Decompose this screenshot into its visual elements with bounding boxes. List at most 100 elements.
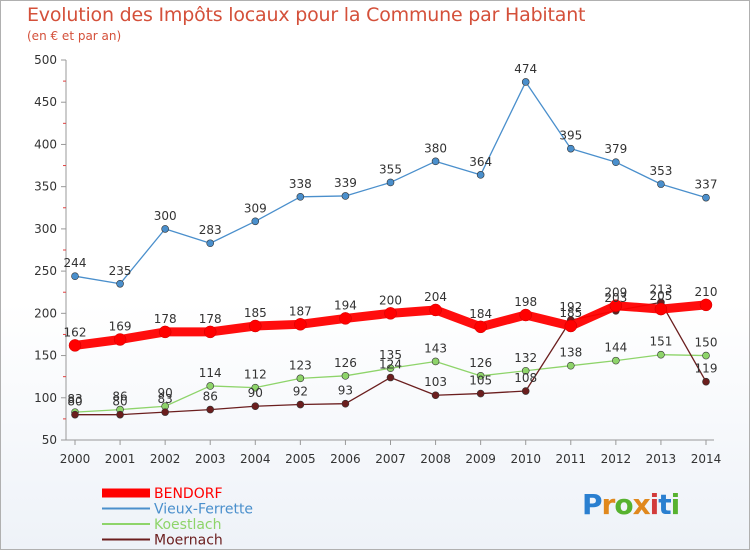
data-point <box>702 351 710 360</box>
x-tick-label: 2001 <box>105 452 136 466</box>
x-tick-label: 2002 <box>150 452 181 466</box>
data-point <box>339 312 352 325</box>
data-label: 198 <box>514 295 537 309</box>
data-label: 178 <box>199 312 222 326</box>
logo-letter: i <box>670 488 681 521</box>
y-tick-label: 300 <box>34 222 57 236</box>
x-tick-label: 2000 <box>60 452 91 466</box>
x-tick-label: 2005 <box>285 452 316 466</box>
data-point <box>71 272 79 280</box>
x-tick-label: 2008 <box>420 452 451 466</box>
data-label: 80 <box>67 395 82 409</box>
data-label: 244 <box>64 256 87 270</box>
data-point <box>296 193 305 201</box>
data-label: 112 <box>244 368 267 382</box>
data-label: 185 <box>559 306 582 320</box>
y-tick-label: 150 <box>34 349 57 363</box>
data-label: 119 <box>695 362 718 376</box>
legend-label: BENDORF <box>154 486 223 502</box>
data-point <box>476 389 485 398</box>
data-label: 150 <box>695 336 718 350</box>
data-label: 126 <box>469 356 492 370</box>
data-label: 90 <box>158 386 173 400</box>
legend-label: Vieux-Ferrette <box>154 502 253 518</box>
data-point <box>431 357 440 366</box>
data-label: 203 <box>604 291 627 305</box>
data-point <box>113 333 127 346</box>
data-label: 300 <box>154 209 177 223</box>
data-label: 379 <box>604 142 627 156</box>
data-point <box>71 410 79 419</box>
data-label: 169 <box>109 320 132 334</box>
data-point <box>612 356 620 365</box>
data-label: 380 <box>424 141 447 155</box>
x-tick-label: 2013 <box>646 452 677 466</box>
data-label: 194 <box>334 298 357 312</box>
data-point <box>657 180 665 188</box>
data-point <box>474 320 487 334</box>
y-tick-label: 250 <box>34 264 57 278</box>
data-point <box>161 408 169 416</box>
chart-subtitle: (en € et par an) <box>27 29 122 43</box>
logo-letter: t <box>658 488 671 521</box>
data-label: 103 <box>424 375 447 389</box>
data-label: 209 <box>604 286 627 300</box>
logo-letter: r <box>601 488 616 521</box>
x-tick-label: 2004 <box>240 452 271 466</box>
y-tick-label: 50 <box>42 433 57 447</box>
data-point <box>519 308 532 322</box>
data-point <box>384 307 397 320</box>
data-point <box>251 383 260 392</box>
data-point <box>203 325 217 339</box>
data-point <box>521 366 530 375</box>
data-label: 132 <box>514 351 537 365</box>
data-label: 337 <box>695 178 718 192</box>
data-point <box>249 319 262 333</box>
data-label: 353 <box>649 164 672 178</box>
data-point <box>116 279 124 288</box>
data-label: 162 <box>64 325 87 339</box>
data-label: 83 <box>158 392 173 406</box>
data-point <box>206 382 215 390</box>
data-point <box>251 402 260 411</box>
data-label: 474 <box>514 62 537 76</box>
data-point <box>296 374 305 383</box>
legend-label: Moernach <box>154 533 223 549</box>
data-label: 93 <box>338 384 353 398</box>
data-point <box>612 158 620 166</box>
data-label: 114 <box>199 366 222 380</box>
data-label: 339 <box>334 176 357 190</box>
data-point <box>476 372 485 380</box>
data-label: 92 <box>293 385 308 399</box>
y-tick-label: 400 <box>34 137 57 151</box>
data-label: 90 <box>248 386 263 400</box>
data-label: 283 <box>199 223 222 237</box>
data-label: 124 <box>379 358 402 372</box>
data-point <box>521 78 530 86</box>
data-point <box>657 350 665 359</box>
data-label: 83 <box>67 392 82 406</box>
data-label: 123 <box>289 358 312 372</box>
y-tick-label: 450 <box>34 95 57 109</box>
data-label: 192 <box>559 300 582 314</box>
data-point <box>341 192 350 200</box>
x-tick-label: 2010 <box>510 452 541 466</box>
data-point <box>386 373 395 382</box>
data-label: 235 <box>109 264 132 278</box>
legend-label: Koestlach <box>154 517 221 533</box>
data-label: 338 <box>289 177 312 191</box>
y-tick-label: 200 <box>34 306 57 320</box>
data-point <box>654 302 668 316</box>
data-label: 126 <box>334 356 357 370</box>
data-label: 105 <box>469 374 492 388</box>
data-label: 138 <box>559 346 582 360</box>
data-point <box>431 157 440 166</box>
x-tick-label: 2011 <box>556 452 587 466</box>
x-tick-label: 2009 <box>465 452 496 466</box>
x-tick-label: 2006 <box>330 452 361 466</box>
data-point <box>429 303 442 317</box>
data-point <box>341 399 350 408</box>
x-tick-label: 2003 <box>195 452 226 466</box>
data-point <box>702 193 710 202</box>
